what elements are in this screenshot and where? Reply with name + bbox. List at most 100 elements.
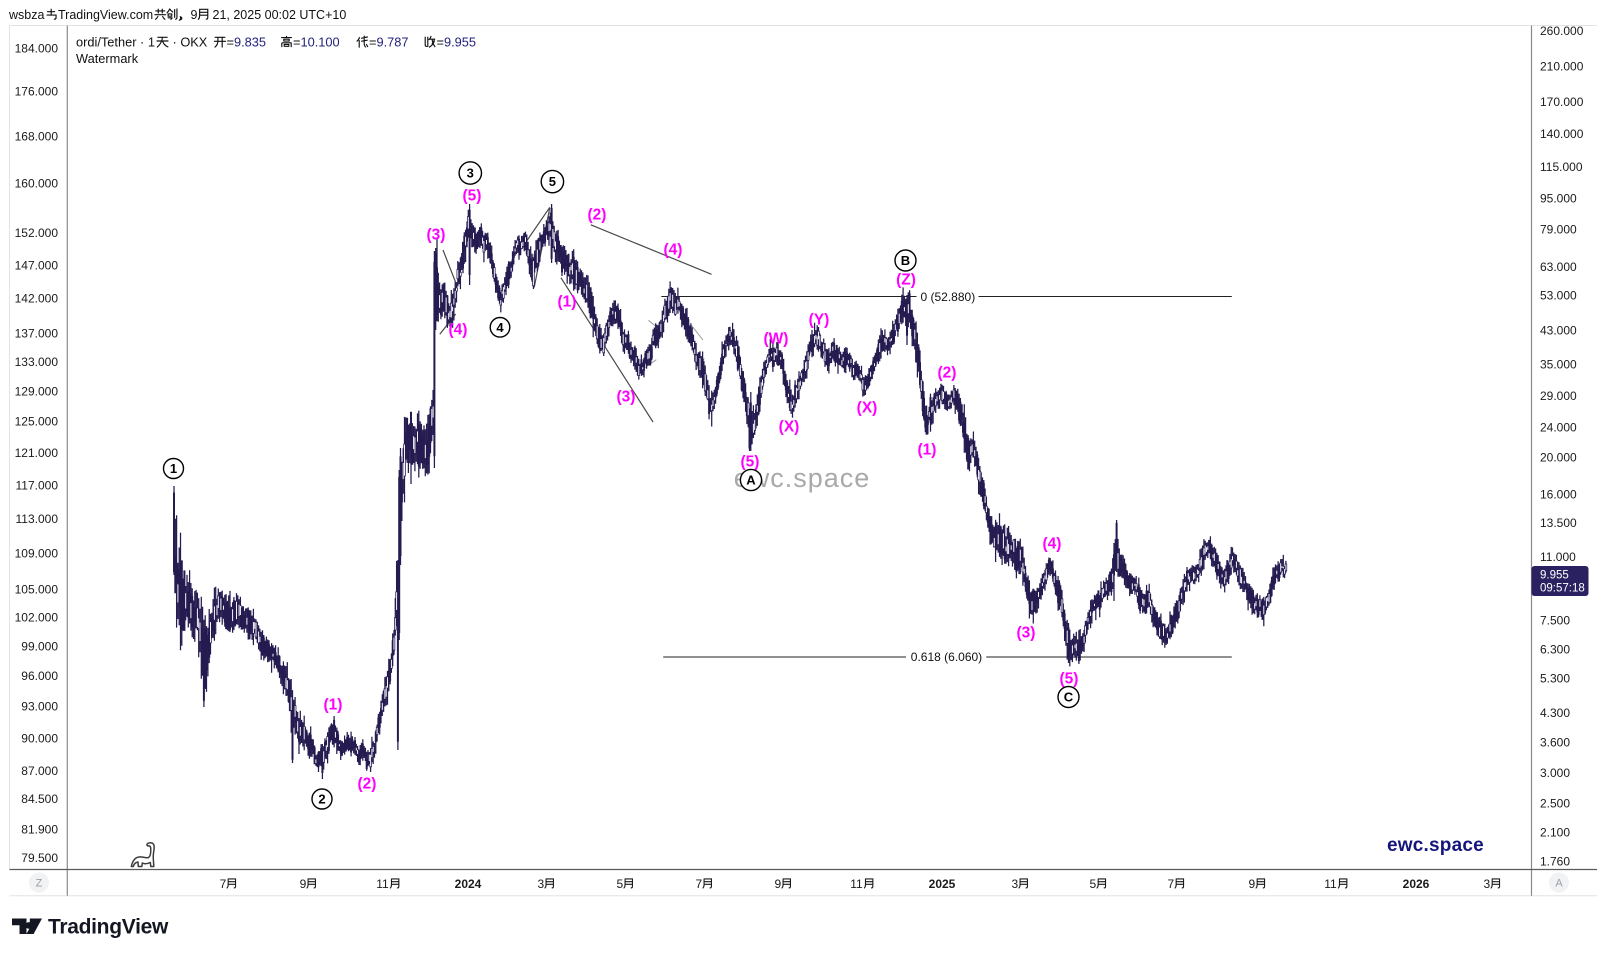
- svg-text:2025: 2025: [929, 877, 956, 891]
- svg-text:2024: 2024: [455, 877, 482, 891]
- svg-text:wsbza: wsbza: [8, 8, 44, 22]
- svg-text:B: B: [901, 253, 910, 268]
- svg-text:TradingView: TradingView: [48, 916, 169, 939]
- svg-text:0.618 (6.060): 0.618 (6.060): [911, 650, 982, 664]
- svg-text:Z: Z: [36, 878, 43, 890]
- svg-text:109.000: 109.000: [15, 547, 59, 561]
- svg-text:(3): (3): [617, 388, 636, 405]
- svg-text:=: =: [227, 35, 234, 50]
- svg-text:99.000: 99.000: [21, 639, 58, 653]
- svg-text:TradingView.com: TradingView.com: [58, 8, 153, 22]
- svg-text:(W): (W): [764, 330, 789, 347]
- svg-text:9: 9: [191, 8, 198, 22]
- svg-text:11.000: 11.000: [1540, 550, 1576, 564]
- svg-text:260.000: 260.000: [1540, 24, 1584, 38]
- svg-text:5: 5: [549, 174, 556, 189]
- svg-text:87.000: 87.000: [21, 764, 58, 778]
- svg-text:(Z): (Z): [896, 271, 916, 288]
- svg-text:11: 11: [376, 877, 389, 891]
- svg-text:10.100: 10.100: [301, 35, 340, 50]
- svg-text:(4): (4): [664, 241, 683, 258]
- svg-text:6.300: 6.300: [1540, 643, 1570, 657]
- svg-text:(Y): (Y): [809, 311, 830, 328]
- svg-text:Watermark: Watermark: [76, 51, 139, 66]
- svg-text:95.000: 95.000: [1540, 192, 1577, 206]
- svg-text:140.000: 140.000: [1540, 127, 1584, 141]
- svg-text:24.000: 24.000: [1540, 420, 1577, 434]
- svg-text:0 (52.880): 0 (52.880): [921, 290, 976, 304]
- svg-text:102.000: 102.000: [15, 611, 59, 625]
- svg-text:184.000: 184.000: [15, 42, 59, 56]
- svg-text:(2): (2): [938, 364, 957, 381]
- svg-text:C: C: [1064, 690, 1074, 705]
- svg-text:79.500: 79.500: [21, 851, 58, 865]
- svg-text:(5): (5): [741, 453, 760, 470]
- svg-text:90.000: 90.000: [21, 731, 58, 745]
- svg-text:125.000: 125.000: [15, 415, 59, 429]
- svg-text:ordi/Tether · 1: ordi/Tether · 1: [76, 35, 155, 50]
- svg-text:3: 3: [538, 877, 545, 891]
- svg-text:129.000: 129.000: [15, 384, 59, 398]
- svg-text:(2): (2): [588, 206, 607, 223]
- svg-text:93.000: 93.000: [21, 700, 58, 714]
- svg-text:117.000: 117.000: [16, 478, 59, 492]
- svg-text:115.000: 115.000: [1540, 160, 1583, 174]
- svg-text:3: 3: [1484, 877, 1491, 891]
- svg-text:96.000: 96.000: [21, 669, 58, 683]
- svg-text:(3): (3): [1017, 624, 1036, 641]
- svg-text:5.300: 5.300: [1540, 671, 1570, 685]
- svg-text:(X): (X): [779, 418, 800, 435]
- svg-text:(4): (4): [1043, 535, 1062, 552]
- svg-text:2026: 2026: [1403, 877, 1430, 891]
- svg-text:(1): (1): [918, 441, 937, 458]
- svg-text:7: 7: [696, 877, 703, 891]
- svg-text:7: 7: [1168, 877, 1175, 891]
- svg-text:121.000: 121.000: [15, 446, 59, 460]
- svg-text:A: A: [746, 473, 756, 488]
- svg-text:113.000: 113.000: [16, 512, 59, 526]
- svg-text:9: 9: [775, 877, 782, 891]
- svg-text:9: 9: [300, 877, 307, 891]
- svg-text:176.000: 176.000: [15, 85, 59, 99]
- svg-text:(X): (X): [857, 399, 878, 416]
- svg-text:9.787: 9.787: [377, 35, 409, 50]
- svg-text:9.955: 9.955: [1540, 570, 1569, 582]
- svg-text:81.900: 81.900: [21, 822, 58, 836]
- svg-text:2: 2: [318, 792, 325, 807]
- svg-text:(4): (4): [449, 321, 468, 338]
- svg-text:13.500: 13.500: [1540, 516, 1577, 530]
- svg-text:105.000: 105.000: [15, 583, 59, 597]
- svg-text:3.600: 3.600: [1540, 736, 1570, 750]
- svg-text:11: 11: [850, 877, 863, 891]
- svg-text:7.500: 7.500: [1540, 614, 1570, 628]
- svg-text:16.000: 16.000: [1540, 488, 1577, 502]
- svg-text:160.000: 160.000: [15, 177, 59, 191]
- svg-text:147.000: 147.000: [15, 258, 59, 272]
- svg-text:2.100: 2.100: [1540, 825, 1570, 839]
- svg-text:(3): (3): [427, 226, 446, 243]
- svg-text:170.000: 170.000: [1540, 95, 1584, 109]
- svg-text:5: 5: [617, 877, 624, 891]
- svg-text:168.000: 168.000: [15, 130, 59, 144]
- svg-text:63.000: 63.000: [1540, 260, 1577, 274]
- svg-text:11: 11: [1324, 877, 1337, 891]
- svg-text:9.955: 9.955: [444, 35, 476, 50]
- svg-text:· OKX: · OKX: [173, 35, 208, 50]
- svg-text:137.000: 137.000: [15, 326, 59, 340]
- svg-text:(5): (5): [1060, 670, 1079, 687]
- svg-text:(1): (1): [324, 696, 343, 713]
- svg-text:(5): (5): [463, 187, 482, 204]
- svg-text:09:57:18: 09:57:18: [1540, 583, 1585, 595]
- svg-text:9.835: 9.835: [234, 35, 266, 50]
- svg-text:1: 1: [170, 461, 177, 476]
- svg-text:4: 4: [496, 320, 504, 335]
- svg-text:53.000: 53.000: [1540, 289, 1577, 303]
- svg-text:84.500: 84.500: [21, 792, 58, 806]
- svg-text:20.000: 20.000: [1540, 451, 1577, 465]
- svg-text:210.000: 210.000: [1540, 60, 1584, 74]
- svg-text:9: 9: [1249, 877, 1256, 891]
- svg-text:35.000: 35.000: [1540, 358, 1577, 372]
- svg-text:79.000: 79.000: [1540, 222, 1577, 236]
- svg-text:=: =: [293, 35, 300, 50]
- svg-text:3: 3: [1012, 877, 1019, 891]
